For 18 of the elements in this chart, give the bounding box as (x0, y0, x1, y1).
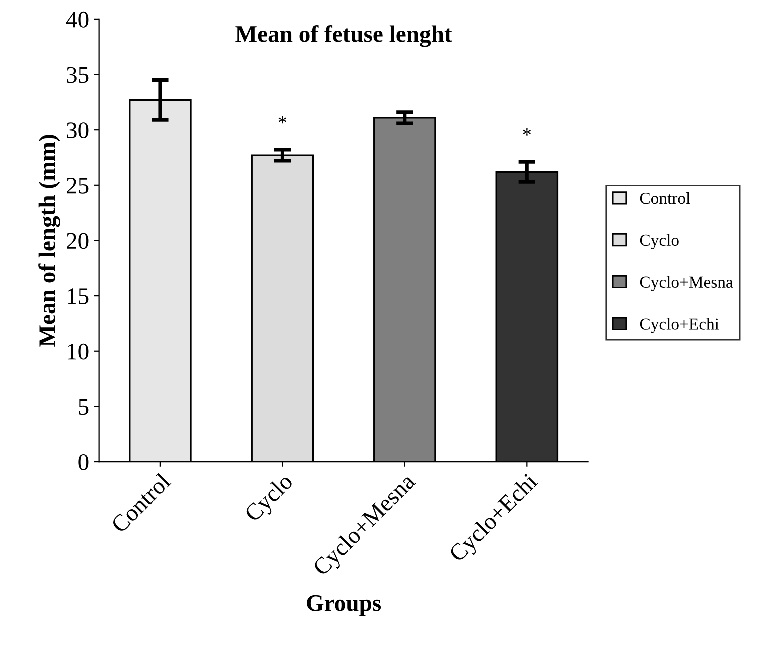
y-tick-label: 40 (66, 12, 89, 28)
y-tick-label: 20 (67, 233, 89, 250)
y-tick-label: 10 (68, 344, 89, 360)
y-tick-label: 35 (67, 67, 89, 84)
y-tick-label: 15 (68, 288, 89, 304)
legend-label: Control (640, 192, 690, 204)
x-axis-title: Groups (307, 595, 382, 616)
y-tick-label: 30 (67, 122, 89, 139)
data-label: * (278, 116, 287, 124)
legend-label: Cyclo+Mesna (640, 276, 734, 292)
legend-label: Cyclo+Echi (640, 318, 720, 334)
legend-label: Cyclo (640, 234, 679, 250)
y-tick-label: 25 (67, 178, 89, 194)
y-tick-label: 5 (79, 399, 89, 416)
y-axis-title: Mean of length (mm) (38, 135, 60, 347)
chart-title: Mean of fetuse lenght (236, 25, 452, 48)
y-tick-label: 0 (78, 454, 89, 470)
data-label: * (523, 128, 532, 136)
